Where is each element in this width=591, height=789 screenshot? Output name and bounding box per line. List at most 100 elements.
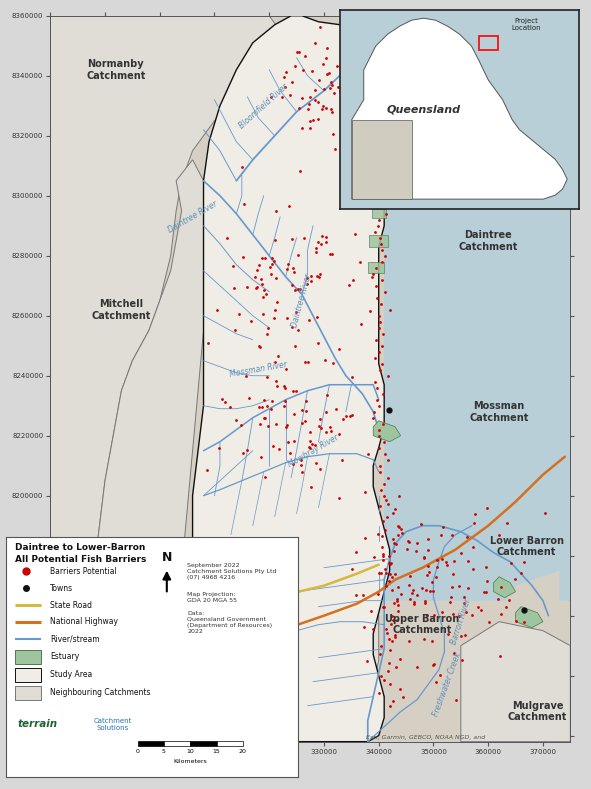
Text: Neighbouring Catchments: Neighbouring Catchments xyxy=(50,689,150,697)
Point xyxy=(394,489,404,502)
Point xyxy=(252,281,262,294)
Point xyxy=(345,36,354,48)
Point xyxy=(378,417,387,430)
Point xyxy=(316,422,326,435)
Point xyxy=(395,653,404,665)
Point xyxy=(379,600,389,613)
Point xyxy=(267,91,276,103)
Point xyxy=(324,67,333,80)
Polygon shape xyxy=(368,1,570,742)
Point xyxy=(454,610,464,623)
Point xyxy=(279,70,288,83)
Point xyxy=(496,581,506,593)
Point xyxy=(384,51,393,64)
Point xyxy=(260,411,269,424)
Point xyxy=(417,518,426,530)
Point xyxy=(384,63,393,76)
Point xyxy=(302,279,311,291)
Point xyxy=(442,559,452,571)
Point xyxy=(288,458,298,470)
Point xyxy=(447,529,457,541)
Point xyxy=(362,84,371,96)
Point xyxy=(262,399,272,412)
Text: Queensland: Queensland xyxy=(387,105,460,114)
Point xyxy=(291,305,301,318)
Point xyxy=(506,557,516,570)
Point xyxy=(384,665,393,678)
Point xyxy=(368,623,377,635)
Point xyxy=(446,591,456,604)
Point xyxy=(447,580,457,593)
Polygon shape xyxy=(171,562,379,742)
Point xyxy=(387,584,397,596)
Point xyxy=(288,233,297,245)
Point xyxy=(303,356,312,368)
Bar xyxy=(15,686,41,700)
Point xyxy=(378,515,388,528)
Point xyxy=(470,507,480,520)
Polygon shape xyxy=(352,120,411,199)
Point xyxy=(332,402,341,415)
Point xyxy=(385,304,394,316)
Point xyxy=(382,99,392,112)
Point xyxy=(269,312,278,325)
Text: Study Area: Study Area xyxy=(50,671,92,679)
Point xyxy=(272,380,282,392)
Point xyxy=(420,594,430,607)
Point xyxy=(378,244,387,256)
Point xyxy=(337,454,347,467)
Point xyxy=(375,686,384,699)
Text: Project
Location: Project Location xyxy=(512,17,541,31)
Text: Barriers Potential: Barriers Potential xyxy=(50,567,116,576)
Point xyxy=(259,290,268,303)
Point xyxy=(374,219,383,232)
Point xyxy=(326,424,335,437)
Point xyxy=(236,419,246,432)
Point xyxy=(313,112,323,125)
Point xyxy=(375,28,385,40)
Point xyxy=(393,529,402,541)
Point xyxy=(469,563,478,575)
Point xyxy=(238,161,247,174)
Point xyxy=(326,76,336,88)
Point xyxy=(334,492,343,504)
Point xyxy=(394,581,403,593)
Point xyxy=(297,122,307,134)
Point xyxy=(310,37,319,50)
Point xyxy=(238,251,248,264)
Point xyxy=(371,376,380,388)
Point xyxy=(373,381,382,394)
Point xyxy=(291,384,300,397)
Text: Bloomfield River: Bloomfield River xyxy=(238,81,290,130)
Point xyxy=(281,362,291,375)
Point xyxy=(460,629,470,641)
Point xyxy=(393,593,402,605)
Point xyxy=(392,614,402,626)
Point xyxy=(374,76,384,88)
Point xyxy=(375,499,385,512)
Point xyxy=(476,604,486,616)
Point xyxy=(229,281,239,294)
Point xyxy=(482,575,492,588)
Point xyxy=(495,650,505,663)
Point xyxy=(342,75,351,88)
Text: Mitchell
Catchment: Mitchell Catchment xyxy=(92,299,151,320)
Point xyxy=(280,380,289,393)
Point xyxy=(482,502,492,514)
Point xyxy=(279,399,288,412)
Point xyxy=(271,417,281,430)
Point xyxy=(379,489,388,502)
Point xyxy=(220,396,230,409)
Point xyxy=(391,661,401,674)
Polygon shape xyxy=(50,1,570,742)
Point xyxy=(262,328,272,341)
Point xyxy=(375,316,385,328)
Polygon shape xyxy=(372,209,385,219)
Point xyxy=(448,608,457,620)
Point xyxy=(371,89,381,102)
Point xyxy=(413,537,422,549)
Text: Map Projection:
GDA 20 MGA 55: Map Projection: GDA 20 MGA 55 xyxy=(187,592,238,603)
Point xyxy=(376,364,385,376)
Point xyxy=(298,64,307,77)
Text: 15: 15 xyxy=(213,750,220,754)
